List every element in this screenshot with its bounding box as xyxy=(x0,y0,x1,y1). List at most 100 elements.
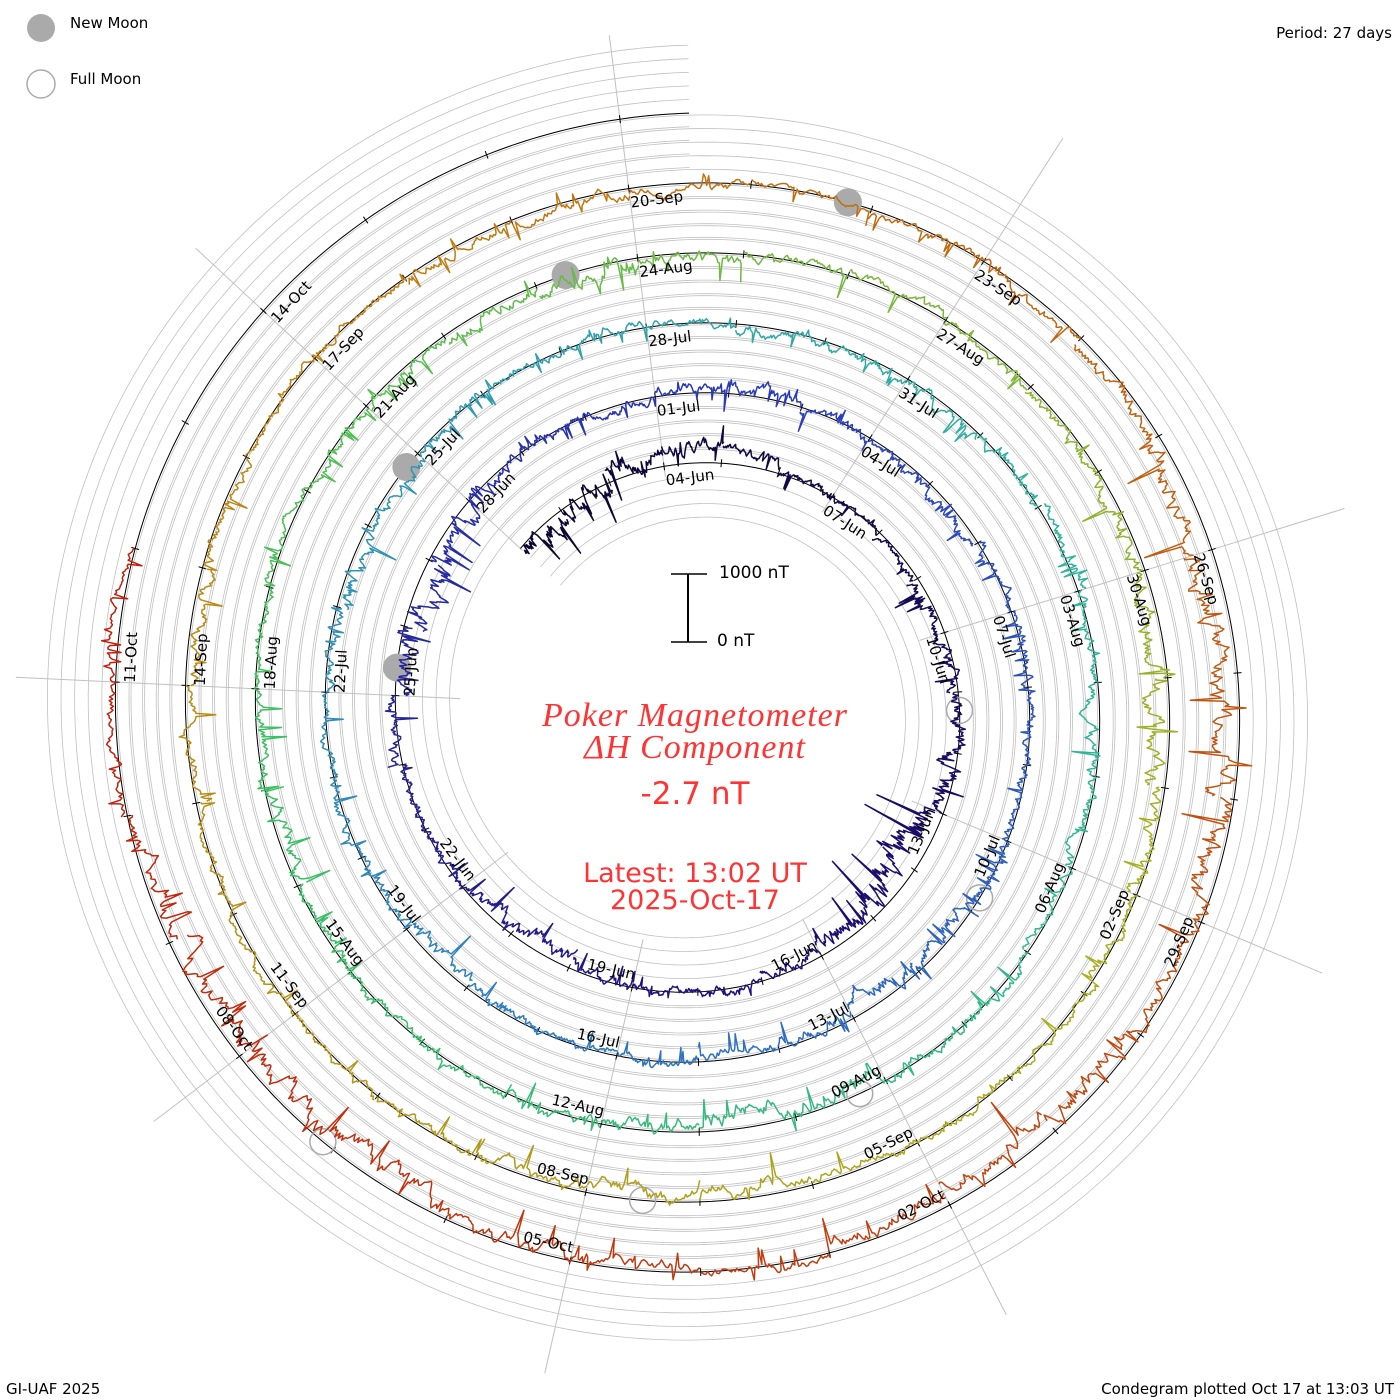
trace-day-segment xyxy=(964,952,1029,1028)
trace-day-segment xyxy=(867,212,985,269)
trace-day-segment xyxy=(298,883,361,973)
day-tick xyxy=(1007,610,1016,614)
scale-bar xyxy=(671,573,707,643)
date-label: 20-Sep xyxy=(629,187,684,212)
trace-day-segment xyxy=(1123,786,1162,893)
date-label: 18-Aug xyxy=(261,636,282,690)
trace-day-segment xyxy=(412,922,473,982)
trace-day-segment xyxy=(1127,440,1194,559)
trace-day-segment xyxy=(100,547,143,683)
period-label: Period: 27 days xyxy=(1276,24,1392,42)
radial-gridline xyxy=(544,939,644,1374)
day-tick xyxy=(374,1092,381,1100)
day-tick xyxy=(947,1201,953,1209)
trace-day-segment xyxy=(360,855,413,930)
day-tick xyxy=(131,546,140,551)
day-tick xyxy=(869,205,874,214)
day-tick xyxy=(123,814,132,818)
scale-top-label: 1000 nT xyxy=(719,563,789,583)
day-tick xyxy=(981,257,987,266)
trace-day-segment xyxy=(518,413,587,451)
trace-day-segment xyxy=(1022,867,1073,950)
day-tick xyxy=(1052,1127,1059,1135)
day-tick xyxy=(910,867,918,873)
trace-day-segment xyxy=(812,897,868,947)
trace-day-segment xyxy=(974,541,1012,613)
trace-day-segment xyxy=(1010,994,1087,1080)
trace-day-segment xyxy=(894,583,938,637)
trace-day-segment xyxy=(824,341,908,387)
day-tick xyxy=(953,752,962,755)
trace-day-segment xyxy=(447,1209,571,1264)
day-tick xyxy=(235,1053,243,1060)
trace-day-segment xyxy=(246,1040,349,1140)
trace-day-segment xyxy=(423,829,469,889)
day-tick xyxy=(364,523,372,529)
trace-day-segment xyxy=(347,973,424,1043)
trace-day-segment xyxy=(253,586,274,690)
trace-day-segment xyxy=(637,250,742,283)
trace-day-segment xyxy=(777,471,833,500)
date-label: 26-Sep xyxy=(1190,551,1223,607)
title-line1: Poker Magnetometer xyxy=(542,697,848,734)
title-line2: ΔH Component xyxy=(584,729,806,766)
day-tick xyxy=(870,914,877,922)
trace-day-segment xyxy=(419,392,486,458)
day-tick xyxy=(940,630,949,635)
day-tick xyxy=(794,1113,798,1122)
trace-day-segment xyxy=(1071,682,1101,777)
trace-day-segment xyxy=(468,981,539,1034)
day-tick xyxy=(1077,335,1085,342)
trace-day-segment xyxy=(330,776,367,858)
full-moon-marker xyxy=(965,884,994,912)
day-tick xyxy=(192,801,201,805)
trace-day-segment xyxy=(886,1024,965,1084)
trace-day-segment xyxy=(481,352,562,406)
trace-day-segment xyxy=(1181,796,1233,921)
day-tick xyxy=(357,855,366,860)
trace-day-segment xyxy=(408,219,512,288)
day-tick xyxy=(1229,798,1238,801)
day-tick xyxy=(1137,1032,1145,1038)
trace-day-segment xyxy=(244,357,315,457)
day-tick xyxy=(819,952,824,960)
data-trace xyxy=(100,173,1253,1281)
day-tick xyxy=(441,332,447,340)
trace-day-segment xyxy=(264,785,331,883)
trace-day-segment xyxy=(384,694,419,769)
trace-day-segment xyxy=(562,473,617,523)
day-tick xyxy=(926,480,934,488)
trace-day-segment xyxy=(1183,558,1230,676)
grid-spiral xyxy=(128,126,1227,1259)
day-tick xyxy=(1091,775,1100,778)
radial-gridline xyxy=(802,918,1007,1315)
day-tick xyxy=(403,926,411,933)
trace-day-segment xyxy=(302,407,377,490)
day-tick xyxy=(398,763,407,766)
day-tick xyxy=(484,150,489,159)
day-tick xyxy=(414,450,421,457)
trace-day-segment xyxy=(430,503,481,571)
day-tick xyxy=(954,691,963,693)
trace-day-segment xyxy=(847,961,921,1010)
day-tick xyxy=(1094,469,1103,475)
trace-day-segment xyxy=(604,449,664,501)
trace-day-segment xyxy=(1002,764,1028,840)
trace-day-segment xyxy=(1002,610,1034,689)
trace-day-segment xyxy=(932,634,961,694)
trace-day-segment xyxy=(1024,391,1098,474)
trace-day-segment xyxy=(962,839,1010,912)
day-tick xyxy=(607,478,612,487)
date-label: 29-Sep xyxy=(1160,914,1197,970)
day-tick xyxy=(827,1248,831,1257)
day-tick xyxy=(291,1011,299,1017)
legend-new-moon-label: New Moon xyxy=(70,14,149,32)
trace-day-segment xyxy=(515,922,579,958)
date-label: 01-Jul xyxy=(656,397,701,420)
day-tick xyxy=(198,566,207,570)
day-tick xyxy=(558,506,564,515)
trace-day-segment xyxy=(263,488,305,587)
date-label: 21-Aug xyxy=(370,370,420,421)
day-tick xyxy=(1141,568,1149,573)
